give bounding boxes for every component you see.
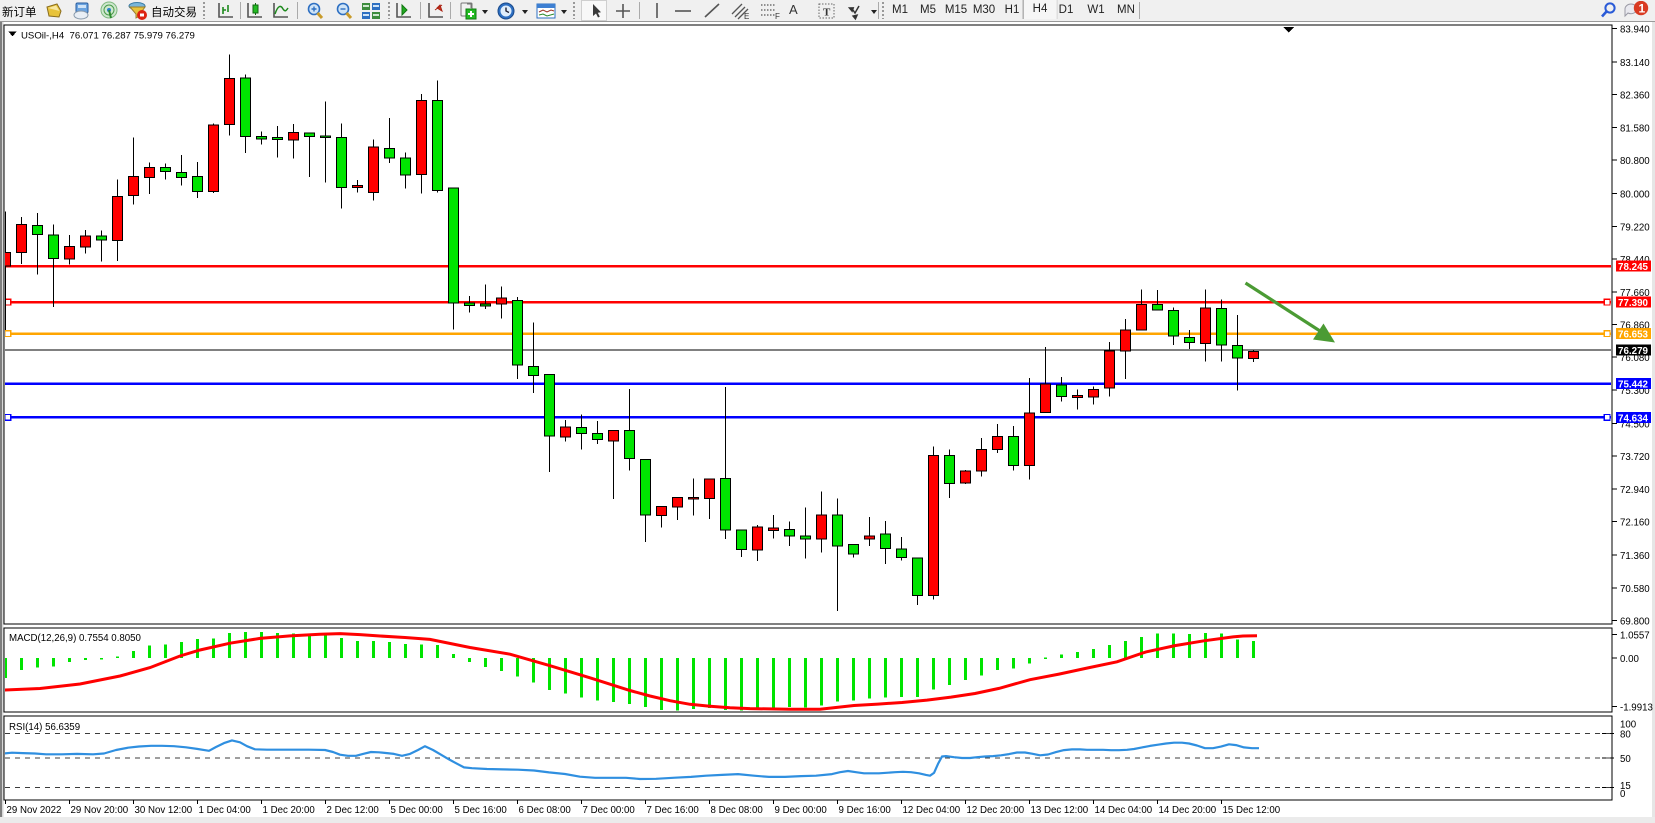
svg-text:70.580: 70.580	[1620, 584, 1650, 595]
svg-text:5 Dec 00:00: 5 Dec 00:00	[391, 805, 444, 816]
svg-text:15: 15	[1620, 781, 1631, 792]
svg-text:2 Dec 12:00: 2 Dec 12:00	[327, 805, 380, 816]
svg-text:80.000: 80.000	[1620, 190, 1650, 201]
svg-text:14 Dec 20:00: 14 Dec 20:00	[1159, 805, 1217, 816]
svg-text:73.720: 73.720	[1620, 452, 1650, 463]
svg-text:-1.9913: -1.9913	[1620, 703, 1653, 714]
svg-text:6 Dec 08:00: 6 Dec 08:00	[519, 805, 572, 816]
svg-text:29 Nov 2022: 29 Nov 2022	[7, 805, 62, 816]
svg-text:72.160: 72.160	[1620, 518, 1650, 529]
svg-text:15 Dec 12:00: 15 Dec 12:00	[1223, 805, 1281, 816]
svg-text:0.00: 0.00	[1620, 654, 1639, 665]
svg-text:81.580: 81.580	[1620, 123, 1650, 134]
svg-text:78.245: 78.245	[1618, 262, 1649, 273]
svg-text:13 Dec 12:00: 13 Dec 12:00	[1031, 805, 1089, 816]
svg-text:72.940: 72.940	[1620, 485, 1650, 496]
svg-text:9 Dec 00:00: 9 Dec 00:00	[775, 805, 828, 816]
svg-text:8 Dec 08:00: 8 Dec 08:00	[711, 805, 764, 816]
svg-text:1 Dec 04:00: 1 Dec 04:00	[199, 805, 252, 816]
svg-text:5 Dec 16:00: 5 Dec 16:00	[455, 805, 508, 816]
svg-text:100: 100	[1620, 720, 1637, 731]
svg-text:50: 50	[1620, 754, 1631, 765]
svg-text:83.940: 83.940	[1620, 24, 1650, 35]
svg-text:14 Dec 04:00: 14 Dec 04:00	[1095, 805, 1153, 816]
svg-text:9 Dec 16:00: 9 Dec 16:00	[839, 805, 892, 816]
svg-text:76.279: 76.279	[1618, 346, 1649, 357]
svg-text:78.440: 78.440	[1620, 255, 1650, 266]
svg-text:MACD(12,26,9) 0.7554 0.8050: MACD(12,26,9) 0.7554 0.8050	[9, 633, 142, 644]
svg-text:79.220: 79.220	[1620, 222, 1650, 233]
svg-text:80: 80	[1620, 730, 1631, 741]
svg-text:76.860: 76.860	[1620, 321, 1650, 332]
svg-text:69.800: 69.800	[1620, 617, 1650, 628]
svg-text:RSI(14) 56.6359: RSI(14) 56.6359	[9, 722, 80, 733]
svg-text:12 Dec 20:00: 12 Dec 20:00	[967, 805, 1025, 816]
svg-text:7 Dec 00:00: 7 Dec 00:00	[583, 805, 636, 816]
svg-text:1.0557: 1.0557	[1620, 631, 1650, 642]
svg-text:77.660: 77.660	[1620, 288, 1650, 299]
svg-text:74.500: 74.500	[1620, 420, 1650, 431]
svg-text:7 Dec 16:00: 7 Dec 16:00	[647, 805, 700, 816]
svg-text:76.653: 76.653	[1618, 330, 1649, 341]
svg-text:82.360: 82.360	[1620, 91, 1650, 102]
svg-text:E: E	[744, 12, 749, 21]
svg-text:75.300: 75.300	[1620, 386, 1650, 397]
svg-text:USOil-,H4 76.071 76.287 75.97: USOil-,H4 76.071 76.287 75.979 76.279	[21, 31, 195, 42]
svg-text:1 Dec 20:00: 1 Dec 20:00	[263, 805, 316, 816]
svg-text:1: 1	[1639, 2, 1646, 16]
svg-text:76.080: 76.080	[1620, 353, 1650, 364]
svg-text:74.634: 74.634	[1618, 413, 1649, 424]
svg-text:0: 0	[1620, 789, 1626, 800]
svg-text:29 Nov 20:00: 29 Nov 20:00	[71, 805, 129, 816]
svg-text:F: F	[775, 12, 780, 21]
svg-text:83.140: 83.140	[1620, 58, 1650, 69]
svg-text:80.800: 80.800	[1620, 156, 1650, 167]
svg-text:30 Nov 12:00: 30 Nov 12:00	[135, 805, 193, 816]
svg-text:75.442: 75.442	[1618, 380, 1649, 391]
svg-text:71.360: 71.360	[1620, 551, 1650, 562]
svg-text:12 Dec 04:00: 12 Dec 04:00	[903, 805, 961, 816]
svg-text:T: T	[823, 7, 831, 19]
svg-text:77.390: 77.390	[1618, 298, 1649, 309]
